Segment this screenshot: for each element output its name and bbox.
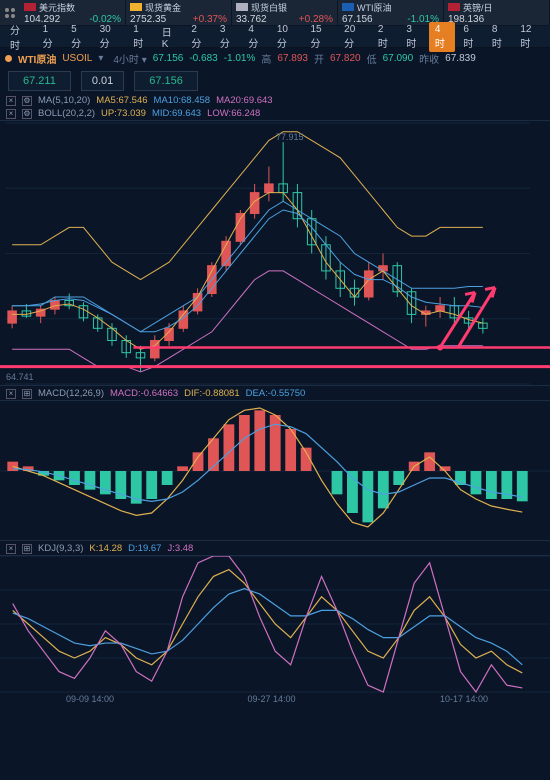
timeframe-日K[interactable]: 日K <box>156 22 184 52</box>
timeframe-2时[interactable]: 2时 <box>372 22 399 52</box>
timeframe-1时[interactable]: 1时 <box>127 22 154 52</box>
timeframe-12时[interactable]: 12时 <box>514 22 546 52</box>
close-icon[interactable]: × <box>6 109 16 119</box>
kdj-name: KDJ(9,3,3) <box>38 543 83 554</box>
timeframe-6时[interactable]: 6时 <box>457 22 484 52</box>
high-value: 67.893 <box>277 53 308 64</box>
close-icon[interactable]: × <box>6 544 16 554</box>
dot-icon <box>5 55 12 62</box>
ma-indicator-line: × ⚙ MA(5,10,20) MA5:67.546 MA10:68.458 M… <box>0 94 550 107</box>
svg-text:64.741: 64.741 <box>6 372 34 382</box>
low-value: 67.090 <box>383 53 414 64</box>
timeframe-20分[interactable]: 20分 <box>338 22 370 52</box>
bid-box[interactable]: 67.211 <box>8 71 71 91</box>
close-icon[interactable]: × <box>6 389 16 399</box>
timeframe-1分[interactable]: 1分 <box>37 22 64 52</box>
timeframe-8时[interactable]: 8时 <box>486 22 513 52</box>
timeframe-row: 分时1分5分30分1时日K2分3分4分10分15分20分2时3时4时6时8时12… <box>0 26 550 48</box>
macd-chart-panel[interactable] <box>0 400 550 540</box>
last-price: 67.156 <box>153 53 184 64</box>
spread-box: 0.01 <box>81 71 124 91</box>
price-change: -0.683 <box>189 53 217 64</box>
settings-icon[interactable]: ⚙ <box>22 109 32 119</box>
timeframe-3时[interactable]: 3时 <box>400 22 427 52</box>
price-chart-panel[interactable]: 77.915 64.741 <box>0 120 550 385</box>
instrument-code: USOIL <box>62 53 92 64</box>
settings-icon[interactable]: ⚙ <box>22 96 32 106</box>
chevron-down-icon[interactable]: ▾ <box>98 53 103 64</box>
settings-icon[interactable]: ⊞ <box>22 544 32 554</box>
timeframe-3分[interactable]: 3分 <box>214 22 241 52</box>
low-label: 低 <box>367 51 377 66</box>
boll-indicator-line: × ⚙ BOLL(20,2,2) UP:73.039 MID:69.643 LO… <box>0 107 550 120</box>
macd-indicator-line: × ⊞ MACD(12,26,9) MACD:-0.64663 DIF:-0.8… <box>0 385 550 400</box>
close-value: 67.839 <box>445 53 476 64</box>
timeframe-2分[interactable]: 2分 <box>185 22 212 52</box>
ma-name: MA(5,10,20) <box>38 95 90 106</box>
period-label: 4小时 <box>113 55 139 66</box>
svg-text:10-17 14:00: 10-17 14:00 <box>440 694 488 704</box>
open-label: 开 <box>314 51 324 66</box>
close-icon[interactable]: × <box>6 96 16 106</box>
timeframe-5分[interactable]: 5分 <box>65 22 92 52</box>
close-label: 昨收 <box>419 51 439 66</box>
price-pct: -1.01% <box>224 53 256 64</box>
timeframe-15分[interactable]: 15分 <box>305 22 337 52</box>
timeframe-30分[interactable]: 30分 <box>94 22 126 52</box>
kdj-chart-panel[interactable]: 09-09 14:00 09-27 14:00 10-17 14:00 <box>0 555 550 705</box>
timeframe-10分[interactable]: 10分 <box>271 22 303 52</box>
svg-text:09-27 14:00: 09-27 14:00 <box>248 694 296 704</box>
ask-box[interactable]: 67.156 <box>134 71 198 91</box>
price-boxes: 67.211 0.01 67.156 <box>0 68 550 94</box>
timeframe-分时[interactable]: 分时 <box>4 20 35 54</box>
macd-name: MACD(12,26,9) <box>38 388 104 399</box>
settings-icon[interactable]: ⊞ <box>22 389 32 399</box>
timeframe-4分[interactable]: 4分 <box>242 22 269 52</box>
svg-text:09-09 14:00: 09-09 14:00 <box>66 694 114 704</box>
timeframe-4时[interactable]: 4时 <box>429 22 456 52</box>
high-label: 高 <box>261 51 271 66</box>
instrument-name: WTI原油 <box>18 51 56 66</box>
svg-text:77.915: 77.915 <box>276 132 304 142</box>
kdj-indicator-line: × ⊞ KDJ(9,3,3) K:14.28 D:19.67 J:3.48 <box>0 540 550 555</box>
open-value: 67.820 <box>330 53 361 64</box>
boll-name: BOLL(20,2,2) <box>38 108 95 119</box>
